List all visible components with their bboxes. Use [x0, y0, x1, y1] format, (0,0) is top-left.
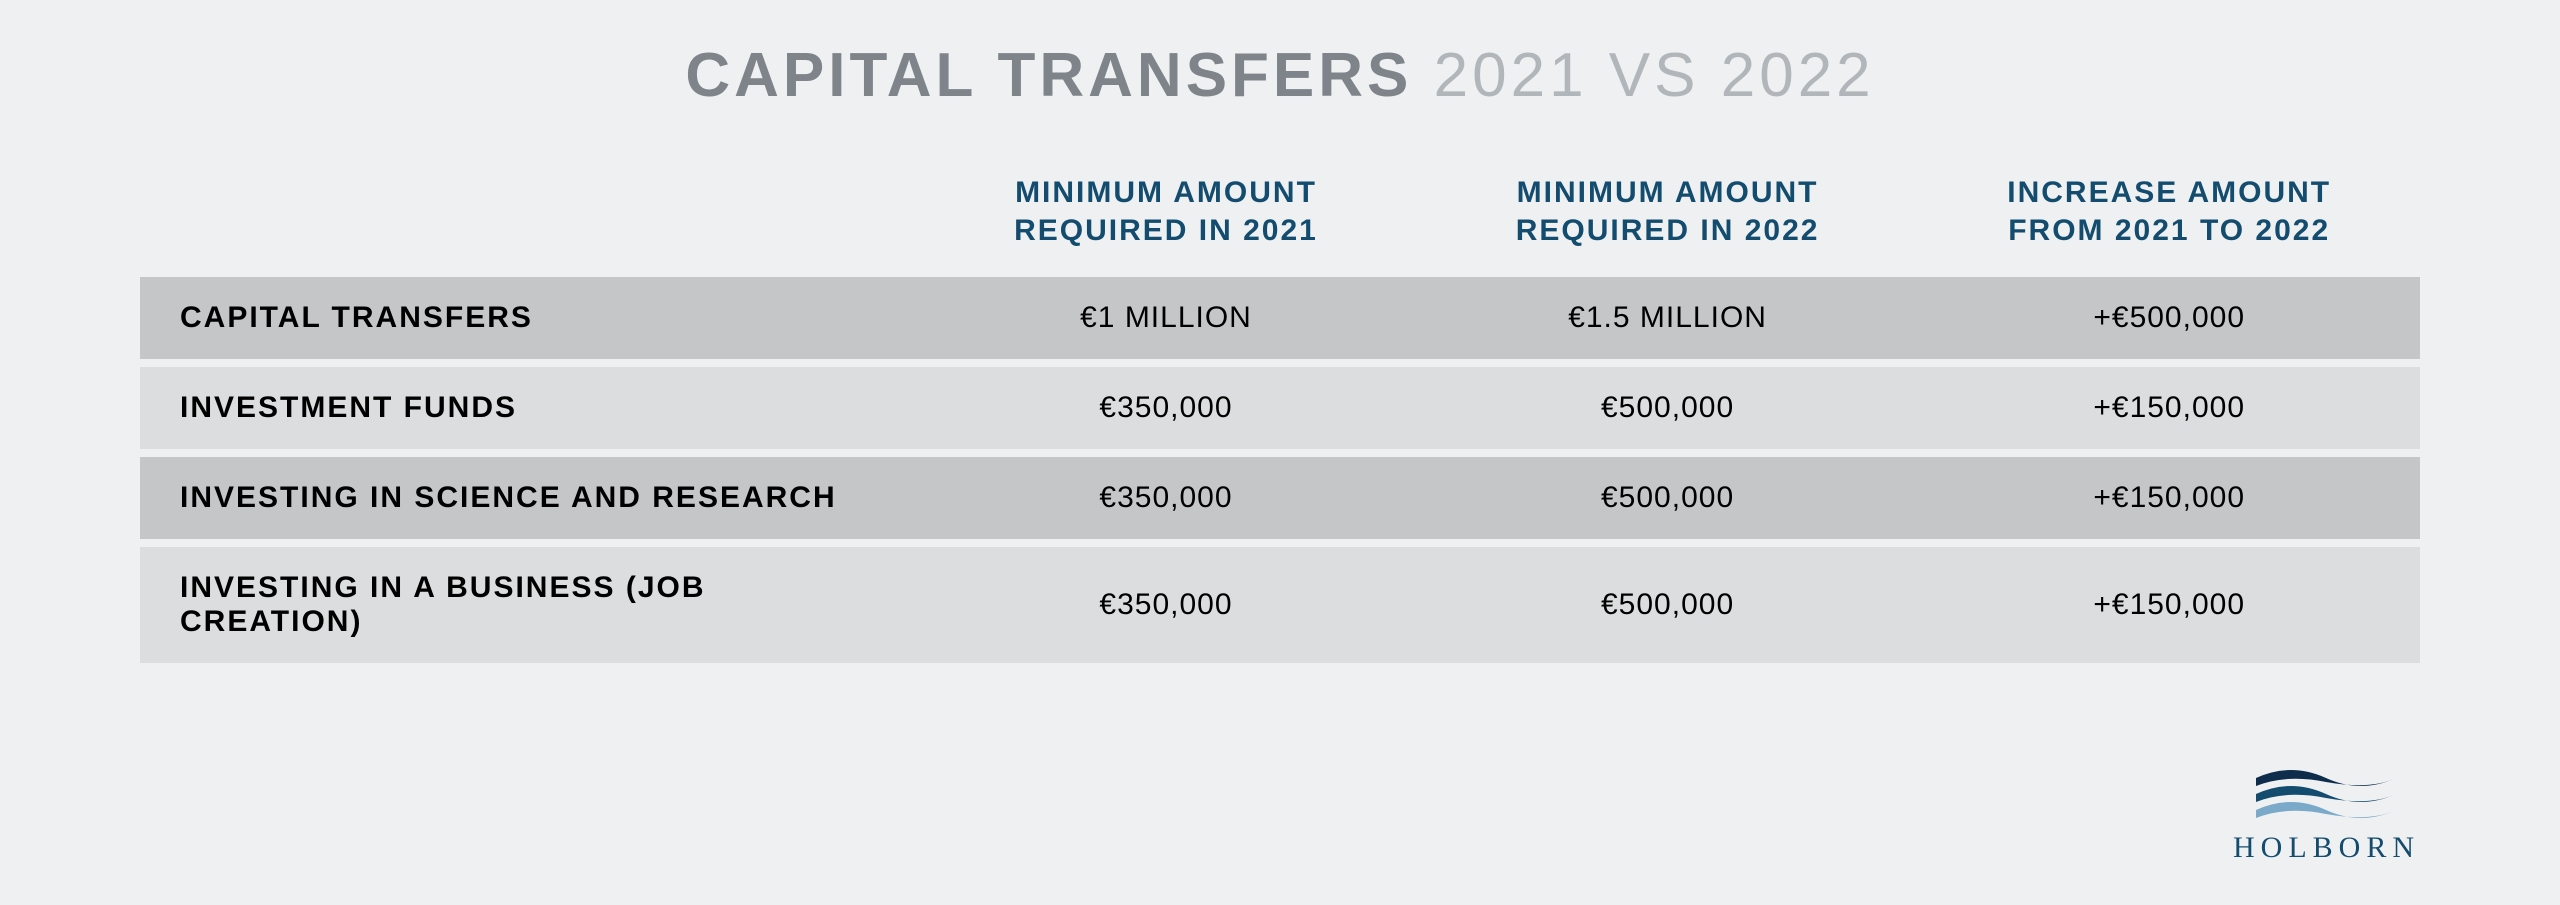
- row-value: +€150,000: [1918, 457, 2420, 539]
- waves-icon: [2251, 760, 2401, 820]
- table-row: INVESTING IN SCIENCE AND RESEARCH€350,00…: [140, 457, 2420, 539]
- row-value: €500,000: [1417, 547, 1919, 663]
- row-label: INVESTING IN SCIENCE AND RESEARCH: [140, 457, 915, 539]
- title-bold: CAPITAL TRANSFERS: [685, 41, 1412, 110]
- row-label: CAPITAL TRANSFERS: [140, 277, 915, 359]
- header-increase: INCREASE AMOUNT FROM 2021 TO 2022: [1918, 164, 2420, 269]
- header-2021: MINIMUM AMOUNT REQUIRED IN 2021: [915, 164, 1417, 269]
- row-value: +€150,000: [1918, 367, 2420, 449]
- row-value: €1.5 MILLION: [1417, 277, 1919, 359]
- row-value: +€150,000: [1918, 547, 2420, 663]
- row-value: €350,000: [915, 457, 1417, 539]
- row-value: €500,000: [1417, 367, 1919, 449]
- table-header-row: MINIMUM AMOUNT REQUIRED IN 2021 MINIMUM …: [140, 164, 2420, 269]
- table-row: INVESTMENT FUNDS€350,000€500,000+€150,00…: [140, 367, 2420, 449]
- comparison-table: MINIMUM AMOUNT REQUIRED IN 2021 MINIMUM …: [140, 156, 2420, 671]
- row-value: +€500,000: [1918, 277, 2420, 359]
- header-blank: [140, 164, 915, 269]
- row-value: €500,000: [1417, 457, 1919, 539]
- row-label: INVESTMENT FUNDS: [140, 367, 915, 449]
- row-label: INVESTING IN A BUSINESS (JOB CREATION): [140, 547, 915, 663]
- table-row: INVESTING IN A BUSINESS (JOB CREATION)€3…: [140, 547, 2420, 663]
- row-value: €1 MILLION: [915, 277, 1417, 359]
- row-value: €350,000: [915, 367, 1417, 449]
- title-light: 2021 VS 2022: [1434, 41, 1875, 110]
- table-row: CAPITAL TRANSFERS€1 MILLION€1.5 MILLION+…: [140, 277, 2420, 359]
- logo-text: HOLBORN: [2233, 831, 2420, 865]
- page-title: CAPITAL TRANSFERS 2021 VS 2022: [140, 40, 2420, 111]
- brand-logo: HOLBORN: [2233, 760, 2420, 865]
- row-value: €350,000: [915, 547, 1417, 663]
- header-2022: MINIMUM AMOUNT REQUIRED IN 2022: [1417, 164, 1919, 269]
